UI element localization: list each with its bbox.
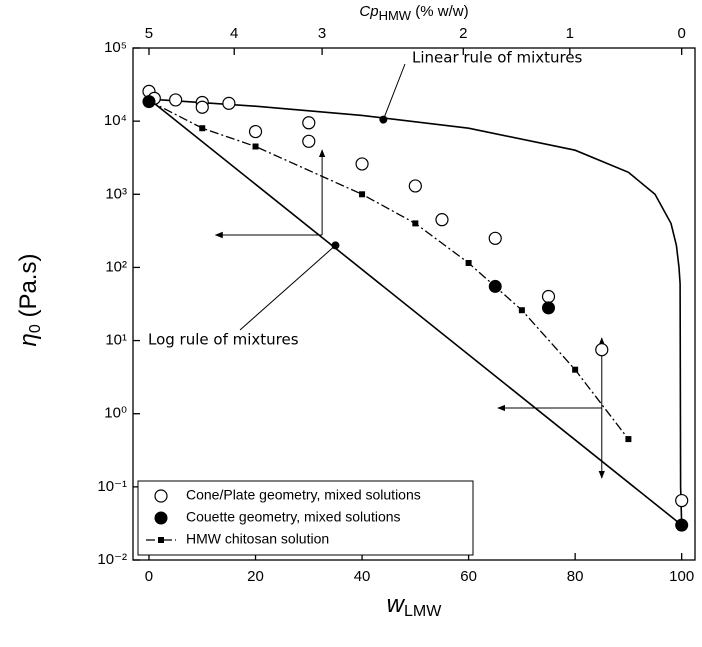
- marker-square: [145, 97, 152, 104]
- x2-tick-label: 4: [230, 25, 238, 42]
- annotation: Log rule of mixtures: [148, 331, 299, 349]
- y-tick-label: 10⁵: [104, 39, 127, 56]
- y-tick-label: 10⁴: [104, 112, 127, 129]
- marker-open-circle: [595, 343, 609, 357]
- marker-open-circle: [541, 289, 556, 304]
- marker-open-circle: [222, 96, 236, 110]
- annotation-leader: [239, 245, 336, 331]
- marker-square: [158, 537, 164, 543]
- rule-curve: [148, 98, 683, 526]
- plot-frame: [132, 47, 696, 561]
- x2-title-sub: HMW: [379, 8, 412, 23]
- marker-filled-circle: [542, 301, 556, 315]
- x-axis-title: wLMW: [387, 591, 443, 620]
- y-tick-label: 10⁰: [104, 405, 127, 422]
- x-tick-label: 100: [669, 568, 694, 585]
- x-tick-label: 20: [247, 568, 264, 585]
- x2-tick-label: 2: [459, 25, 467, 42]
- x-tick-label: 80: [567, 568, 584, 585]
- y-tick-label: 10⁻¹: [97, 478, 127, 495]
- marker-open-circle: [488, 231, 502, 245]
- y-tick-label: 10⁻²: [97, 551, 127, 568]
- y-title-main: η: [15, 333, 42, 346]
- legend-box: [137, 480, 474, 556]
- marker-filled-circle: [675, 518, 689, 532]
- marker-square: [625, 436, 632, 443]
- marker-open-circle: [195, 100, 209, 114]
- series-line: [148, 100, 629, 440]
- marker-open-circle: [169, 93, 183, 107]
- marker-open-circle: [435, 213, 449, 227]
- marker-open-circle: [302, 116, 316, 130]
- legend-label: Cone/Plate geometry, mixed solutions: [186, 487, 421, 503]
- y-axis-title: η0 (Pa.s): [15, 254, 44, 347]
- marker-square: [518, 307, 525, 314]
- x-tick-label: 40: [354, 568, 371, 585]
- y-title-unit: (Pa.s): [15, 254, 42, 325]
- marker-open-circle: [675, 493, 689, 508]
- legend-label: Couette geometry, mixed solutions: [186, 509, 401, 525]
- x2-title-unit: (% w/w): [411, 3, 469, 20]
- marker-square: [465, 259, 472, 266]
- rule-curve: [148, 98, 683, 526]
- x2-tick-label: 5: [145, 25, 153, 42]
- x2-tick-label: 0: [678, 25, 686, 42]
- y-tick-label: 10²: [105, 258, 127, 275]
- marker-open-circle: [355, 157, 369, 171]
- y-tick-label: 10³: [105, 185, 127, 202]
- x2-tick-label: 3: [318, 25, 326, 42]
- x2-axis-title: CpHMW (% w/w): [359, 3, 468, 23]
- x-tick-label: 0: [145, 568, 153, 585]
- marker-square: [572, 366, 579, 373]
- marker-filled-circle: [154, 511, 168, 525]
- legend-label: HMW chitosan solution: [186, 531, 329, 547]
- x-title-sub: LMW: [404, 603, 442, 620]
- annotation: Linear rule of mixtures: [412, 49, 583, 67]
- x-tick-label: 60: [460, 568, 477, 585]
- marker-open-circle: [154, 489, 168, 503]
- y-title-sub: 0: [27, 324, 44, 333]
- annotation-leader: [382, 63, 406, 120]
- marker-square: [359, 191, 366, 198]
- x-title-main: w: [387, 591, 406, 618]
- x2-tick-label: 1: [566, 25, 574, 42]
- marker-square: [412, 220, 419, 227]
- x2-title-main: Cp: [359, 3, 378, 20]
- marker-open-circle: [248, 124, 263, 139]
- marker-open-circle: [302, 134, 316, 148]
- y-tick-label: 10¹: [105, 332, 127, 349]
- marker-square: [199, 125, 206, 132]
- marker-square: [252, 143, 259, 150]
- marker-open-circle: [408, 179, 422, 193]
